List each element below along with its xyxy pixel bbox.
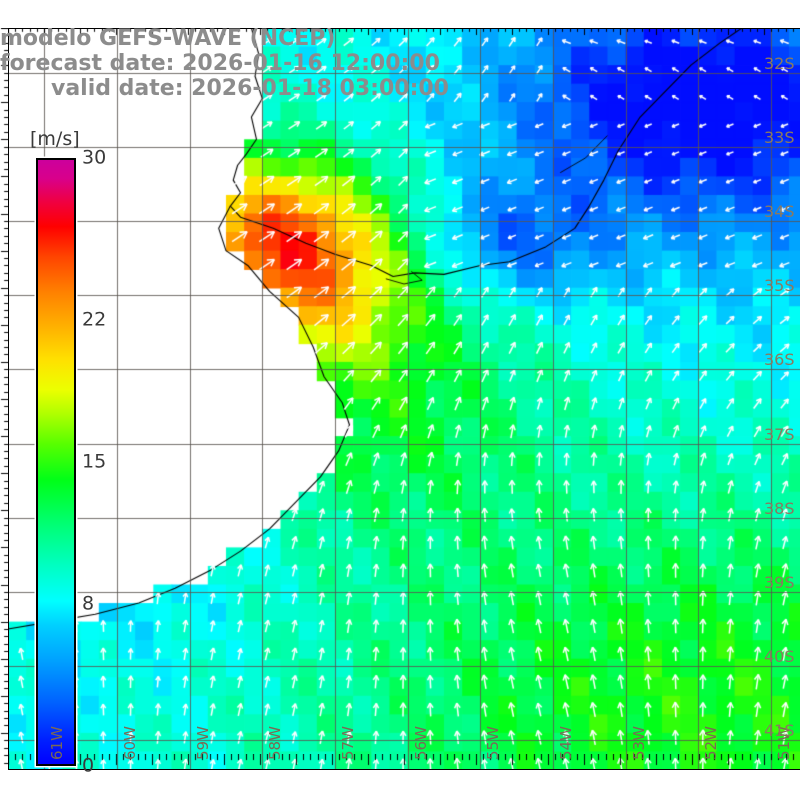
bottom-axis-ticks (8, 754, 800, 770)
lat-label-33S: 33S (764, 127, 795, 147)
colorbar-gradient (38, 160, 74, 764)
lat-label-37S: 37S (764, 424, 795, 444)
lat-label-35S: 35S (764, 276, 795, 296)
lat-label-38S: 38S (764, 498, 795, 518)
top-axis-ticks (8, 28, 800, 36)
colorbar-tick-22: 22 (82, 308, 107, 331)
colorbar-tick-30: 30 (82, 146, 107, 169)
lat-label-32S: 32S (764, 53, 795, 73)
lon-label-58W: 58W (266, 726, 285, 760)
map-plot-area[interactable] (8, 28, 800, 770)
lat-label-41S: 41S (764, 721, 795, 741)
lon-label-61W: 61W (48, 726, 67, 760)
colorbar-tick-0: 0 (82, 754, 95, 777)
lon-label-55W: 55W (484, 726, 503, 760)
lat-label-36S: 36S (764, 350, 795, 370)
left-axis-ticks (0, 28, 8, 770)
lon-label-53W: 53W (629, 726, 648, 760)
lon-label-60W: 60W (120, 726, 139, 760)
colorbar-tick-8: 8 (82, 592, 95, 615)
lat-label-34S: 34S (764, 201, 795, 221)
lon-label-59W: 59W (193, 726, 212, 760)
lat-label-39S: 39S (764, 572, 795, 592)
lon-label-56W: 56W (411, 726, 430, 760)
colorbar-unit-label: [m/s] (30, 128, 80, 150)
lon-label-52W: 52W (702, 726, 721, 760)
lat-label-40S: 40S (764, 647, 795, 667)
graticule-grid (8, 28, 800, 770)
colorbar[interactable] (36, 158, 76, 766)
lon-label-54W: 54W (556, 726, 575, 760)
lon-label-57W: 57W (338, 726, 357, 760)
colorbar-tick-15: 15 (82, 450, 107, 473)
